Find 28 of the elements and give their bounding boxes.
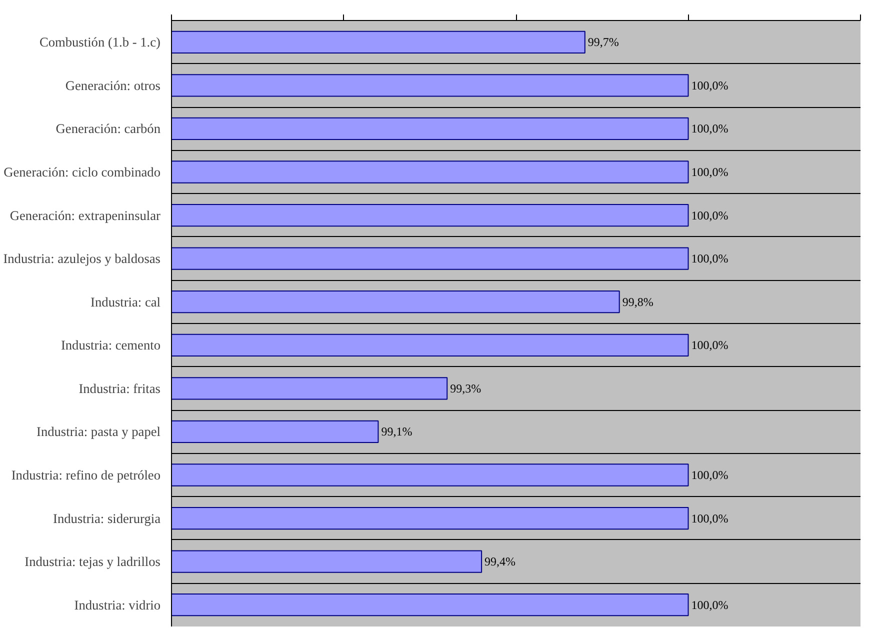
data-label: 100,0% [691,165,728,179]
data-label: 100,0% [691,252,728,266]
y-tick-label: Industria: siderurgia [53,510,161,526]
data-label: 100,0% [691,468,728,482]
y-tick-label: Industria: cemento [60,338,161,353]
y-tick-label: Combustión (1.b - 1.c) [39,34,161,50]
data-label: 100,0% [691,78,728,92]
y-tick-label: Industria: refino de petróleo [11,468,161,482]
y-tick-label: Industria: vidrio [74,597,161,612]
y-tick-label: Industria: tejas y ladrillos [24,554,161,570]
y-tick-label: Generación: carbón [56,121,161,136]
y-tick-label: Industria: fritas [78,380,161,396]
y-tick-label: Industria: azulejos y baldosas [3,251,161,266]
y-tick-label: Generación: extrapeninsular [10,208,162,223]
y-tick-label: Industria: pasta y papel [36,424,161,440]
data-label: 100,0% [691,122,728,136]
y-tick-label: Generación: ciclo combinado [4,164,161,180]
data-label: 100,0% [691,598,728,612]
data-label: 100,0% [691,338,728,352]
data-label: 99,4% [484,554,516,569]
data-label: 99,8% [622,294,654,309]
y-tick-label: Industria: cal [90,294,161,310]
y-tick-label: Generación: otros [65,78,161,93]
data-label: 99,3% [450,381,482,396]
data-label: 100,0% [691,511,728,526]
data-label: 99,7% [588,35,619,50]
data-label: 99,1% [381,424,412,439]
data-label: 100,0% [691,208,728,222]
